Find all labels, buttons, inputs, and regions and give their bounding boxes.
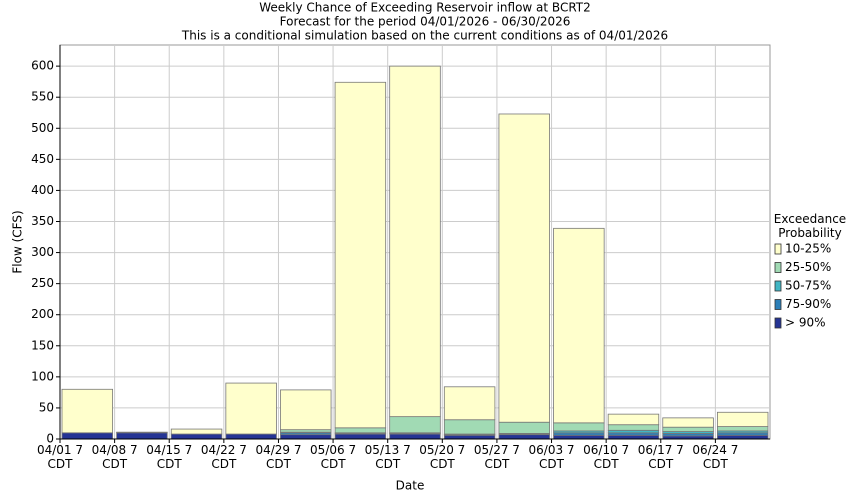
bar-segment xyxy=(716,426,769,432)
legend-swatch xyxy=(774,243,782,255)
x-tick-label: 04/01 7 CDT xyxy=(36,443,84,471)
chart-title: Weekly Chance of Exceeding Reservoir inf… xyxy=(259,1,591,15)
bar-segment xyxy=(334,433,387,440)
legend-label: 25-50% xyxy=(785,260,831,274)
legend-label: 10-25% xyxy=(785,242,831,256)
bar-segment xyxy=(334,427,387,434)
bar-segment xyxy=(116,432,168,440)
bar-segment xyxy=(389,433,441,440)
bar-segment xyxy=(443,419,496,435)
bar-segment xyxy=(170,433,223,440)
legend-title: Exceedance Probability xyxy=(773,212,847,240)
y-tick-label: 600 xyxy=(31,59,54,73)
bar-segment xyxy=(443,386,496,421)
x-tick-label: 04/29 7 CDT xyxy=(255,443,302,471)
x-tick-label: 06/03 7 CDT xyxy=(528,443,575,471)
y-tick-label: 450 xyxy=(31,152,54,166)
x-tick-label: 06/17 7 CDT xyxy=(637,443,684,471)
legend-label: 50-75% xyxy=(785,279,831,293)
bar-segment xyxy=(607,424,660,431)
legend-swatch xyxy=(774,299,782,310)
bar-segment xyxy=(116,431,168,434)
bar-segment xyxy=(389,416,441,434)
bar-segment xyxy=(607,413,660,426)
bar-segment xyxy=(716,411,769,427)
legend-swatch xyxy=(774,262,782,273)
y-tick-label: 50 xyxy=(39,400,54,414)
bar-segment xyxy=(225,382,277,435)
bar-segment xyxy=(280,389,332,431)
bar-segment xyxy=(61,388,114,434)
bar-segment xyxy=(662,426,714,432)
y-tick-label: 300 xyxy=(31,245,54,259)
y-axis-label: Flow (CFS) xyxy=(11,210,25,273)
y-tick-label: 500 xyxy=(31,121,54,135)
legend-label: > 90% xyxy=(785,316,826,330)
y-tick-label: 0 xyxy=(46,432,54,446)
chart-subtitle: Forecast for the period 04/01/2026 - 06/… xyxy=(280,15,571,29)
x-tick-label: 05/27 7 CDT xyxy=(473,443,520,471)
bar-segment xyxy=(389,65,441,418)
bar-segment xyxy=(553,422,605,432)
bar-segment xyxy=(553,227,605,424)
y-tick-label: 200 xyxy=(31,307,54,321)
bar-segment xyxy=(170,428,223,435)
x-tick-label: 06/24 7 CDT xyxy=(692,443,739,471)
x-tick-label: 06/10 7 CDT xyxy=(583,443,630,471)
legend-label: 75-90% xyxy=(785,297,831,311)
chart-note: This is a conditional simulation based o… xyxy=(181,29,668,43)
legend-swatch xyxy=(774,317,782,329)
y-tick-label: 100 xyxy=(31,369,54,383)
bar-segment xyxy=(225,433,277,440)
x-tick-label: 04/08 7 CDT xyxy=(91,443,138,471)
bar-segment xyxy=(498,434,550,440)
x-tick-label: 05/13 7 CDT xyxy=(364,443,411,471)
y-tick-label: 150 xyxy=(31,338,54,352)
bar-segment xyxy=(498,421,550,434)
y-tick-label: 400 xyxy=(31,183,54,197)
legend-swatch xyxy=(774,280,782,292)
bar-segment xyxy=(443,434,496,440)
bar-segment xyxy=(662,417,714,428)
x-tick-label: 05/20 7 CDT xyxy=(419,443,466,471)
x-tick-label: 05/06 7 CDT xyxy=(310,443,357,471)
bar-segment xyxy=(498,113,550,423)
x-tick-label: 04/22 7 CDT xyxy=(200,443,247,471)
y-tick-label: 250 xyxy=(31,276,54,290)
bar-segment xyxy=(334,81,387,429)
bar-segment xyxy=(716,434,769,440)
x-tick-label: 04/15 7 CDT xyxy=(146,443,193,471)
y-tick-label: 550 xyxy=(31,90,54,104)
bar-segment xyxy=(280,434,332,440)
bar-segment xyxy=(607,434,660,440)
y-tick-label: 350 xyxy=(31,214,54,228)
bar-segment xyxy=(553,434,605,440)
x-axis-label: Date xyxy=(396,479,425,493)
bar-segment xyxy=(61,432,114,440)
